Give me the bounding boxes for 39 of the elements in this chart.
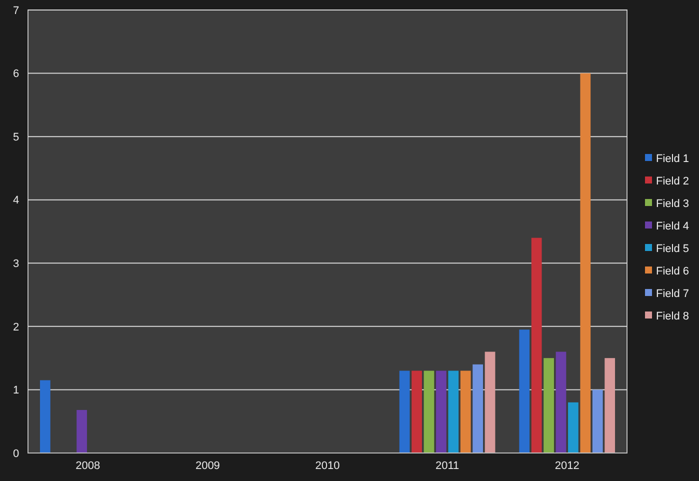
- bar: [484, 352, 496, 453]
- bar: [436, 370, 446, 453]
- bar: [412, 370, 422, 453]
- x-tick-label: 2012: [554, 460, 580, 472]
- bar: [460, 370, 471, 453]
- bar: [472, 364, 484, 453]
- y-tick-label: 4: [12, 194, 20, 207]
- legend-label: Field 7: [656, 288, 690, 300]
- bar: [40, 380, 50, 453]
- y-tick-label: 1: [12, 384, 20, 397]
- bar: [448, 370, 459, 453]
- bar: [519, 330, 530, 453]
- legend-label: Field 2: [656, 175, 690, 188]
- legend-label: Field 5: [656, 242, 690, 255]
- x-tick-label: 2010: [315, 460, 340, 472]
- y-tick-label: 6: [12, 68, 20, 80]
- bar: [399, 370, 410, 453]
- bar: [580, 73, 591, 453]
- bar: [556, 352, 566, 453]
- y-tick-label: 3: [12, 258, 20, 270]
- legend-label: Field 8: [656, 310, 690, 322]
- bar: [544, 358, 554, 453]
- legend-label: Field 3: [656, 198, 690, 210]
- y-tick-label: 5: [12, 131, 20, 144]
- legend-label: Field 6: [656, 265, 690, 278]
- y-tick-label: 0: [12, 448, 20, 460]
- bar: [424, 370, 434, 453]
- y-tick-label: 2: [12, 321, 20, 334]
- bar: [592, 390, 603, 453]
- bar: [531, 238, 542, 453]
- y-tick-label: 7: [12, 4, 20, 17]
- x-tick-label: 2011: [435, 460, 460, 472]
- legend-label: Field 1: [656, 152, 690, 165]
- bar: [604, 358, 616, 453]
- x-tick-label: 2009: [195, 460, 220, 472]
- x-tick-label: 2008: [76, 460, 100, 472]
- bar: [568, 402, 578, 453]
- legend-label: Field 4: [656, 220, 690, 232]
- bar: [76, 410, 87, 453]
